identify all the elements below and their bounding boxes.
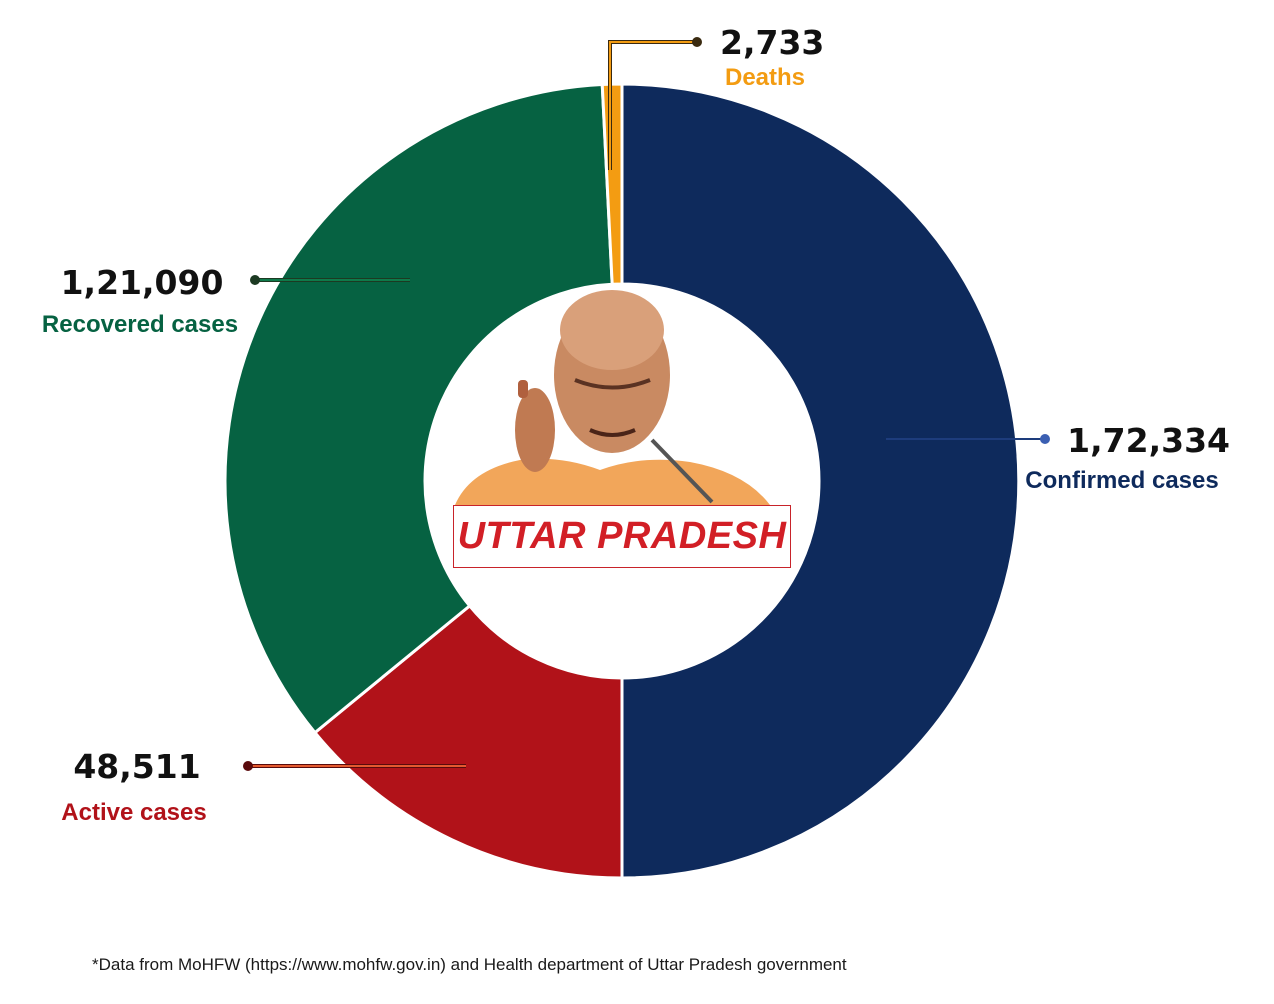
active-value: 48,511 [73, 747, 200, 786]
footnote: *Data from MoHFW (https://www.mohfw.gov.… [92, 955, 847, 974]
state-name-box: UTTAR PRADESH [453, 505, 791, 568]
deaths-value: 2,733 [720, 23, 824, 62]
recovered-connector [250, 275, 410, 285]
confirmed-label: Confirmed cases [1025, 467, 1218, 494]
active-label: Active cases [61, 799, 206, 826]
active-connector [243, 761, 466, 771]
recovered-label: Recovered cases [42, 311, 238, 338]
active-slice [312, 603, 624, 880]
portrait-illustration [455, 290, 770, 505]
recovered-slice [223, 82, 614, 735]
donut-slices [223, 82, 1021, 880]
deaths-connector [608, 37, 702, 170]
confirmed-slice [620, 82, 1021, 880]
confirmed-value: 1,72,334 [1067, 421, 1230, 460]
recovered-value: 1,21,090 [61, 263, 224, 302]
deaths-label: Deaths [725, 64, 805, 91]
confirmed-connector [886, 434, 1050, 444]
state-name: UTTAR PRADESH [457, 515, 787, 557]
